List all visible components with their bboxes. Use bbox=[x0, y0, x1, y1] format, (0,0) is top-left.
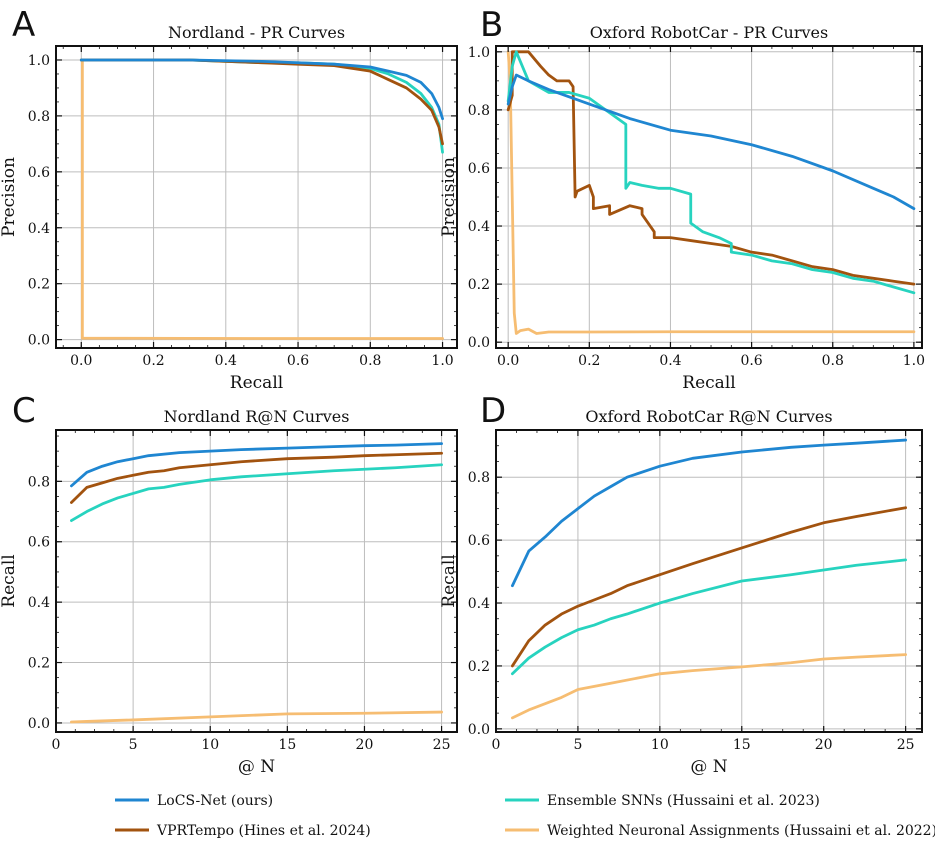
chart-title: Nordland R@N Curves bbox=[164, 407, 350, 426]
y-tick-label: 0.6 bbox=[28, 165, 50, 181]
x-tick-label: 1.0 bbox=[431, 353, 453, 369]
series-line-locs bbox=[70, 442, 443, 488]
legend-item-wna: Weighted Neuronal Assignments (Hussaini … bbox=[505, 823, 935, 839]
legend: LoCS-Net (ours) Ensemble SNNs (Hussaini e… bbox=[115, 793, 935, 839]
x-tick-label: 5 bbox=[573, 737, 582, 753]
x-tick-label: 0.2 bbox=[142, 353, 164, 369]
series-line-wna bbox=[510, 653, 908, 720]
x-tick-label: 0.8 bbox=[822, 353, 844, 369]
x-tick-label: 5 bbox=[129, 737, 138, 753]
x-tick-label: 25 bbox=[897, 737, 915, 753]
series-group bbox=[506, 50, 916, 335]
y-tick-label: 0.0 bbox=[28, 716, 50, 732]
series-line-locs bbox=[79, 58, 444, 121]
x-tick-label: 0 bbox=[52, 737, 61, 753]
series-group bbox=[510, 438, 908, 720]
panel-c: C Nordland R@N Curves 0 5 10 15 20 25 0.0 0.2 0.4 0… bbox=[0, 391, 458, 777]
x-axis-label: @ N bbox=[238, 757, 275, 777]
y-tick-label: 0.0 bbox=[28, 333, 50, 349]
series-line-wna bbox=[79, 58, 444, 340]
series-line-vpr bbox=[70, 451, 443, 504]
x-tick-label: 1.0 bbox=[903, 353, 925, 369]
panel-letter: C bbox=[12, 391, 36, 431]
y-tick-label: 0.4 bbox=[468, 219, 490, 235]
y-tick-label: 0.2 bbox=[468, 277, 490, 293]
panel-letter: A bbox=[12, 5, 35, 45]
panel-letter: D bbox=[480, 391, 506, 431]
chart-title: Oxford RobotCar - PR Curves bbox=[590, 23, 828, 42]
panel-d: D Oxford RobotCar R@N Curves 0 5 10 15 20 25 0.0… bbox=[439, 391, 923, 777]
x-tick-label: 0 bbox=[492, 737, 501, 753]
x-tick-label: 10 bbox=[201, 737, 219, 753]
panel-letter: B bbox=[480, 5, 503, 45]
legend-label: Weighted Neuronal Assignments (Hussaini … bbox=[547, 823, 935, 839]
y-tick-label: 0.8 bbox=[28, 474, 50, 490]
y-tick-label: 0.6 bbox=[468, 533, 490, 549]
axes-frame bbox=[495, 429, 923, 733]
series-line-ens bbox=[506, 50, 916, 295]
y-tick-label: 0.6 bbox=[468, 161, 490, 177]
y-tick-label: 0.2 bbox=[28, 277, 50, 293]
x-tick-label: 0.4 bbox=[215, 353, 237, 369]
y-tick-label: 0.4 bbox=[468, 596, 490, 612]
legend-label: Ensemble SNNs (Hussaini et al. 2023) bbox=[547, 793, 820, 809]
y-tick-label: 0.0 bbox=[468, 722, 490, 738]
x-tick-label: 15 bbox=[278, 737, 296, 753]
x-tick-label: 25 bbox=[433, 737, 451, 753]
x-axis-label: Recall bbox=[230, 373, 283, 393]
legend-label: LoCS-Net (ours) bbox=[157, 793, 273, 809]
x-tick-label: 10 bbox=[651, 737, 669, 753]
legend-item-vpr: VPRTempo (Hines et al. 2024) bbox=[115, 823, 371, 839]
legend-label: VPRTempo (Hines et al. 2024) bbox=[156, 823, 371, 839]
y-tick-label: 0.2 bbox=[468, 659, 490, 675]
x-tick-label: 0.8 bbox=[359, 353, 381, 369]
y-tick-label: 0.6 bbox=[28, 535, 50, 551]
y-tick-label: 0.0 bbox=[468, 335, 490, 351]
x-tick-label: 0.2 bbox=[578, 353, 600, 369]
y-axis-label: Recall bbox=[0, 554, 19, 607]
series-line-ens bbox=[510, 558, 908, 676]
series-line-ens bbox=[70, 463, 443, 522]
panel-a: A Nordland - PR Curves 0.0 0.2 0.4 0.6 0.8 1.0 0… bbox=[0, 5, 458, 393]
x-axis-label: Recall bbox=[682, 373, 735, 393]
series-line-vpr bbox=[510, 506, 908, 668]
y-tick-label: 0.2 bbox=[28, 656, 50, 672]
x-tick-label: 20 bbox=[815, 737, 833, 753]
series-line-vpr bbox=[506, 50, 916, 286]
y-axis-label: Precision bbox=[0, 157, 19, 237]
x-tick-label: 0.6 bbox=[287, 353, 309, 369]
legend-item-locs: LoCS-Net (ours) bbox=[115, 793, 273, 809]
series-line-locs bbox=[506, 73, 916, 211]
axes-frame bbox=[55, 45, 458, 349]
x-tick-label: 0.4 bbox=[659, 353, 681, 369]
y-axis-label: Recall bbox=[439, 554, 459, 607]
y-tick-label: 0.8 bbox=[468, 103, 490, 119]
x-tick-label: 0.0 bbox=[497, 353, 519, 369]
axes-frame bbox=[55, 429, 458, 733]
series-line-wna bbox=[70, 710, 443, 724]
series-group bbox=[70, 442, 443, 724]
y-tick-label: 0.8 bbox=[28, 109, 50, 125]
series-group bbox=[79, 58, 444, 340]
panel-b: B Oxford RobotCar - PR Curves 0.0 0.2 0.4 0.6… bbox=[439, 5, 925, 393]
x-axis-label: @ N bbox=[690, 757, 727, 777]
x-tick-label: 15 bbox=[733, 737, 751, 753]
series-line-wna bbox=[506, 50, 916, 335]
legend-item-ens: Ensemble SNNs (Hussaini et al. 2023) bbox=[505, 793, 820, 809]
x-tick-label: 20 bbox=[356, 737, 374, 753]
y-tick-label: 0.8 bbox=[468, 470, 490, 486]
y-axis-label: Precision bbox=[439, 157, 459, 237]
y-tick-label: 0.4 bbox=[28, 221, 50, 237]
y-tick-label: 1.0 bbox=[468, 45, 490, 61]
y-tick-label: 0.4 bbox=[28, 595, 50, 611]
chart-title: Oxford RobotCar R@N Curves bbox=[585, 407, 832, 426]
x-tick-label: 0.0 bbox=[70, 353, 92, 369]
chart-title: Nordland - PR Curves bbox=[168, 23, 345, 42]
x-tick-label: 0.6 bbox=[740, 353, 762, 369]
axes-frame bbox=[495, 45, 923, 349]
series-line-locs bbox=[510, 438, 908, 588]
series-line-ens bbox=[79, 58, 444, 154]
y-tick-label: 1.0 bbox=[28, 53, 50, 69]
